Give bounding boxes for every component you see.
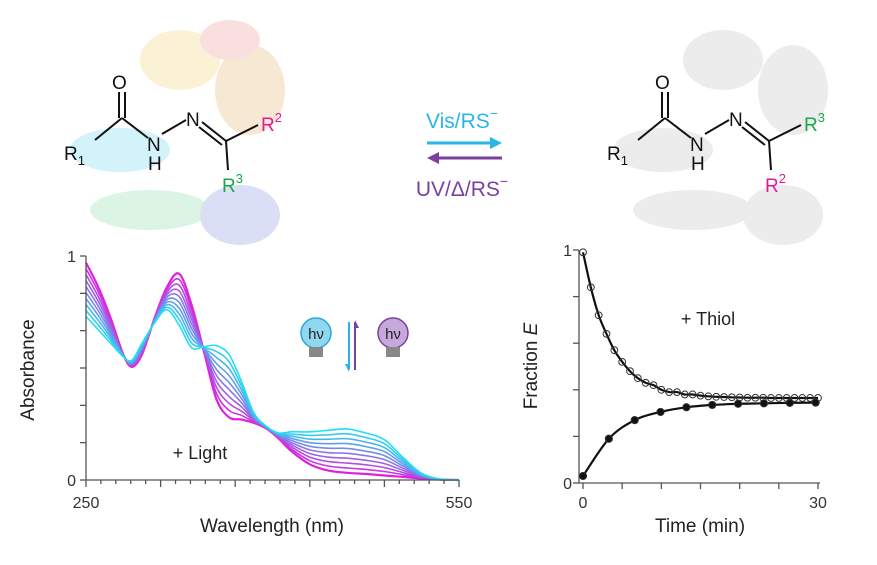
x-axis-label: Time (min) — [655, 516, 745, 537]
absorbance-chart: 1 0 250 550 Wavelength (nm) Absorbance +… — [18, 249, 472, 537]
r2-label: R2 — [261, 110, 282, 136]
open-data-point — [610, 346, 619, 355]
x-tick-label-30: 30 — [809, 495, 827, 512]
fraction-e-chart: 1 0 0 30 Time (min) Fraction E + Thiol — [521, 243, 827, 537]
filled-data-point — [708, 400, 717, 410]
nh-nitrogen-label: N — [690, 135, 704, 156]
spectrum-curve-3 — [85, 280, 460, 481]
r1-label: R1 — [64, 144, 85, 168]
fit-curve-1 — [582, 401, 816, 477]
open-data-point — [720, 393, 728, 401]
open-data-point — [586, 283, 595, 292]
filled-data-point — [811, 398, 820, 407]
photoswitch-arrows-icon — [345, 320, 359, 372]
filled-data-point — [734, 399, 743, 408]
x-axis-label: Wavelength (nm) — [200, 516, 344, 537]
y-tick-label-1: 1 — [67, 249, 76, 266]
open-data-point — [751, 393, 760, 402]
y-tick-label-0: 0 — [67, 473, 76, 490]
uv-light-bulb-icon: hν — [377, 317, 409, 357]
filled-data-point — [604, 434, 613, 443]
reverse-condition-label: UV/Δ/RS− — [416, 173, 508, 201]
oxygen-label: O — [655, 73, 670, 94]
imine-nitrogen-label: N — [729, 110, 743, 131]
open-data-point — [579, 248, 587, 257]
spectrum-curve-1 — [85, 268, 460, 481]
r1-label: R1 — [607, 144, 628, 168]
filled-data-point — [785, 398, 794, 407]
reverse-arrow — [427, 152, 502, 164]
open-data-point — [602, 329, 611, 338]
forward-arrow — [427, 137, 502, 149]
thiol-annotation: + Thiol — [681, 309, 735, 329]
fit-curve-0 — [581, 252, 818, 400]
open-data-point — [665, 388, 674, 397]
open-data-point — [712, 392, 721, 401]
filled-data-point — [578, 471, 588, 481]
open-data-point — [673, 388, 681, 397]
svg-text:hν: hν — [385, 326, 401, 343]
spectrum-curve-2 — [85, 274, 460, 481]
r3-label: R3 — [222, 171, 243, 197]
nh-nitrogen-label: N — [147, 135, 161, 156]
open-data-point — [696, 391, 705, 400]
spectrum-curve-4 — [85, 286, 460, 481]
open-data-point — [774, 394, 783, 402]
y-tick-label-1: 1 — [563, 243, 572, 260]
open-data-point — [767, 394, 775, 402]
r2-label: R2 — [765, 171, 786, 197]
protein-structure-right — [613, 30, 828, 245]
filled-data-point — [656, 407, 665, 417]
imine-nitrogen-label: N — [186, 110, 200, 131]
protein-structure-left — [70, 20, 285, 245]
open-data-point — [798, 394, 807, 402]
x-tick-label-550: 550 — [446, 495, 473, 512]
kinetics-axes — [573, 249, 820, 489]
filled-data-point — [630, 415, 639, 425]
open-data-point — [633, 374, 642, 383]
open-data-point — [806, 394, 815, 402]
open-data-point — [641, 378, 650, 387]
forward-condition-label: Vis/RS− — [426, 105, 498, 133]
spectrum-curve-0 — [85, 262, 460, 482]
open-data-point — [743, 393, 752, 402]
open-data-point — [626, 367, 634, 376]
spectrum-curve-9 — [85, 309, 460, 481]
nh-hydrogen-label: H — [148, 154, 162, 175]
kinetics-marks — [578, 248, 822, 481]
open-data-point — [649, 381, 658, 390]
filled-data-point — [682, 403, 691, 412]
open-data-point — [594, 311, 603, 320]
y-tick-label-0: 0 — [563, 476, 572, 493]
spectrum-curve-5 — [85, 292, 460, 481]
open-data-point — [680, 390, 689, 399]
open-data-point — [688, 390, 697, 399]
x-tick-label-250: 250 — [73, 495, 100, 512]
open-data-point — [790, 394, 799, 402]
svg-text:hν: hν — [308, 326, 324, 343]
spectra-axes — [80, 255, 460, 487]
oxygen-label: O — [112, 73, 127, 94]
open-data-point — [618, 357, 627, 366]
open-data-point — [727, 393, 736, 402]
open-data-point — [704, 392, 713, 401]
visible-light-bulb-icon: hν — [300, 317, 332, 357]
y-axis-label: Fraction E — [521, 322, 542, 409]
open-data-point — [657, 385, 666, 394]
spectra-curves — [85, 262, 460, 482]
r3-label: R3 — [804, 110, 825, 136]
light-annotation: + Light — [173, 443, 228, 463]
y-axis-label: Absorbance — [18, 319, 39, 420]
x-tick-label-0: 0 — [579, 495, 588, 512]
molecule-z-isomer — [94, 92, 259, 171]
nh-hydrogen-label: H — [691, 154, 705, 175]
filled-data-point — [759, 399, 769, 408]
molecule-e-isomer: O R1 N H N R3 R2 — [607, 73, 825, 197]
